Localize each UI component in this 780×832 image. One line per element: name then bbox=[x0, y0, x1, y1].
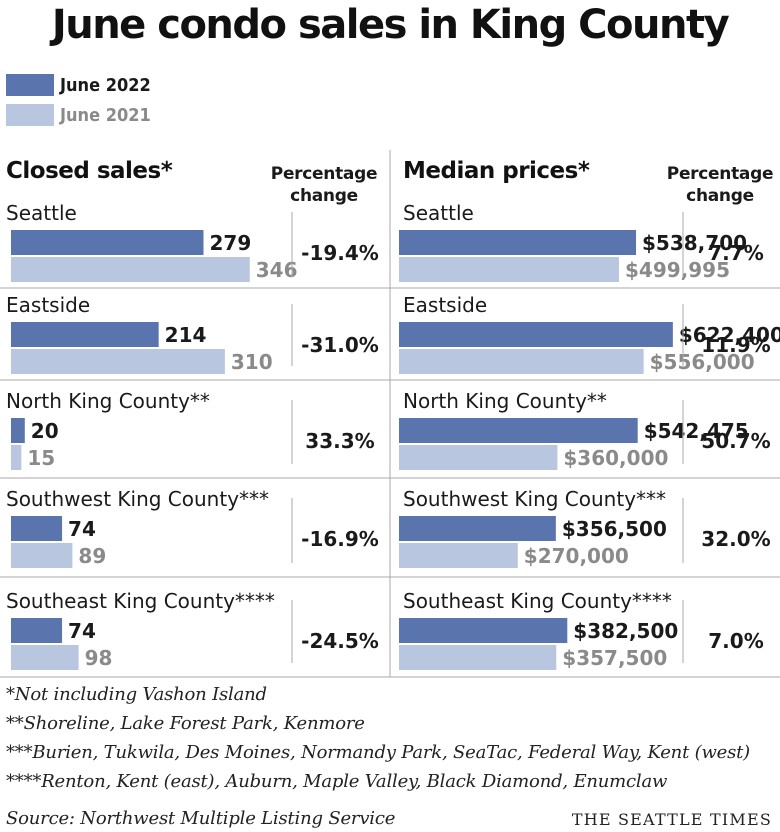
sales-pct-header: Percentage change bbox=[268, 163, 380, 207]
sales-pct-header-line1: Percentage bbox=[270, 164, 378, 184]
price-pct-change-3: 32.0% bbox=[701, 527, 770, 551]
sales-pct-change-3: -16.9% bbox=[301, 527, 379, 551]
prices-pct-header-line1: Percentage bbox=[666, 164, 774, 184]
price-bar-2022-4 bbox=[399, 618, 568, 643]
sales-bar-2021-4 bbox=[11, 645, 79, 670]
source-note: Source: Northwest Multiple Listing Servi… bbox=[6, 808, 396, 829]
price-value-label-2021-3: $270,000 bbox=[524, 544, 629, 568]
price-value-label-2022-1: $622,400 bbox=[679, 323, 780, 347]
legend-swatch-2021 bbox=[6, 104, 54, 126]
sales-category-label-3: Southwest King County*** bbox=[6, 487, 269, 511]
price-bar-2022-1 bbox=[399, 322, 673, 347]
price-bar-2022-2 bbox=[399, 418, 638, 443]
price-value-label-2022-0: $538,700 bbox=[642, 231, 747, 255]
sales-value-label-2021-1: 310 bbox=[231, 350, 273, 374]
price-bar-2021-4 bbox=[399, 645, 557, 670]
sales-category-label-1: Eastside bbox=[6, 293, 90, 317]
price-category-label-4: Southeast King County**** bbox=[403, 589, 672, 613]
sales-pct-header-line2: change bbox=[290, 186, 358, 206]
price-bar-2022-0 bbox=[399, 230, 637, 255]
price-value-label-2021-4: $357,500 bbox=[562, 646, 667, 670]
legend-label-2022: June 2022 bbox=[60, 74, 151, 96]
sales-bar-2021-1 bbox=[11, 349, 225, 374]
sales-header: Closed sales* bbox=[6, 158, 173, 184]
footnote-1: *Not including Vashon Island bbox=[6, 684, 267, 705]
price-category-label-0: Seattle bbox=[403, 201, 474, 225]
sales-bar-2022-1 bbox=[11, 322, 159, 347]
sales-value-label-2021-0: 346 bbox=[256, 258, 298, 282]
sales-pct-change-4: -24.5% bbox=[301, 629, 379, 653]
sales-value-label-2022-0: 279 bbox=[210, 231, 252, 255]
sales-value-label-2022-1: 214 bbox=[165, 323, 207, 347]
sales-bar-2022-3 bbox=[11, 516, 63, 541]
price-value-label-2021-2: $360,000 bbox=[563, 446, 668, 470]
prices-header: Median prices* bbox=[403, 158, 590, 184]
sales-pct-change-0: -19.4% bbox=[301, 241, 379, 265]
price-bar-2022-3 bbox=[399, 516, 556, 541]
prices-pct-header: Percentage change bbox=[664, 163, 776, 207]
sales-value-label-2022-3: 74 bbox=[68, 517, 96, 541]
sales-value-label-2021-4: 98 bbox=[85, 646, 113, 670]
footnote-2: **Shoreline, Lake Forest Park, Kenmore bbox=[6, 713, 365, 734]
sales-category-label-0: Seattle bbox=[6, 201, 77, 225]
publisher-logo: THE SEATTLE TIMES bbox=[571, 810, 772, 829]
prices-pct-header-line2: change bbox=[686, 186, 754, 206]
price-pct-change-0: 7.7% bbox=[708, 241, 763, 265]
price-value-label-2021-1: $556,000 bbox=[650, 350, 755, 374]
legend-item-2022: June 2022 bbox=[6, 74, 151, 96]
sales-bar-2022-4 bbox=[11, 618, 63, 643]
price-bar-2021-0 bbox=[399, 257, 619, 282]
price-value-label-2022-3: $356,500 bbox=[562, 517, 667, 541]
price-pct-change-4: 7.0% bbox=[708, 629, 763, 653]
sales-value-label-2021-3: 89 bbox=[78, 544, 106, 568]
sales-value-label-2021-2: 15 bbox=[27, 446, 55, 470]
sales-category-label-2: North King County** bbox=[6, 389, 210, 413]
price-bar-2021-2 bbox=[399, 445, 558, 470]
sales-bar-2021-3 bbox=[11, 543, 73, 568]
sales-bar-2021-0 bbox=[11, 257, 250, 282]
price-pct-change-2: 50.7% bbox=[701, 429, 770, 453]
price-category-label-2: North King County** bbox=[403, 389, 607, 413]
sales-value-label-2022-4: 74 bbox=[68, 619, 96, 643]
sales-bar-2021-2 bbox=[11, 445, 22, 470]
sales-value-label-2022-2: 20 bbox=[31, 419, 59, 443]
footnote-3: ***Burien, Tukwila, Des Moines, Normandy… bbox=[6, 742, 751, 763]
price-value-label-2022-4: $382,500 bbox=[573, 619, 678, 643]
price-pct-change-1: 11.9% bbox=[701, 333, 770, 357]
sales-bar-2022-2 bbox=[11, 418, 25, 443]
legend-item-2021: June 2021 bbox=[6, 104, 151, 126]
footnote-4: ****Renton, Kent (east), Auburn, Maple V… bbox=[6, 771, 668, 792]
price-bar-2021-1 bbox=[399, 349, 644, 374]
legend-swatch-2022 bbox=[6, 74, 54, 96]
sales-pct-change-1: -31.0% bbox=[301, 333, 379, 357]
chart-title: June condo sales in King County bbox=[51, 2, 730, 48]
price-value-label-2021-0: $499,995 bbox=[625, 258, 730, 282]
price-category-label-1: Eastside bbox=[403, 293, 487, 317]
sales-pct-change-2: 33.3% bbox=[305, 429, 374, 453]
price-value-label-2022-2: $542,475 bbox=[644, 419, 749, 443]
legend-label-2021: June 2021 bbox=[60, 104, 151, 126]
price-category-label-3: Southwest King County*** bbox=[403, 487, 666, 511]
sales-bar-2022-0 bbox=[11, 230, 204, 255]
price-bar-2021-3 bbox=[399, 543, 518, 568]
sales-category-label-4: Southeast King County**** bbox=[6, 589, 275, 613]
